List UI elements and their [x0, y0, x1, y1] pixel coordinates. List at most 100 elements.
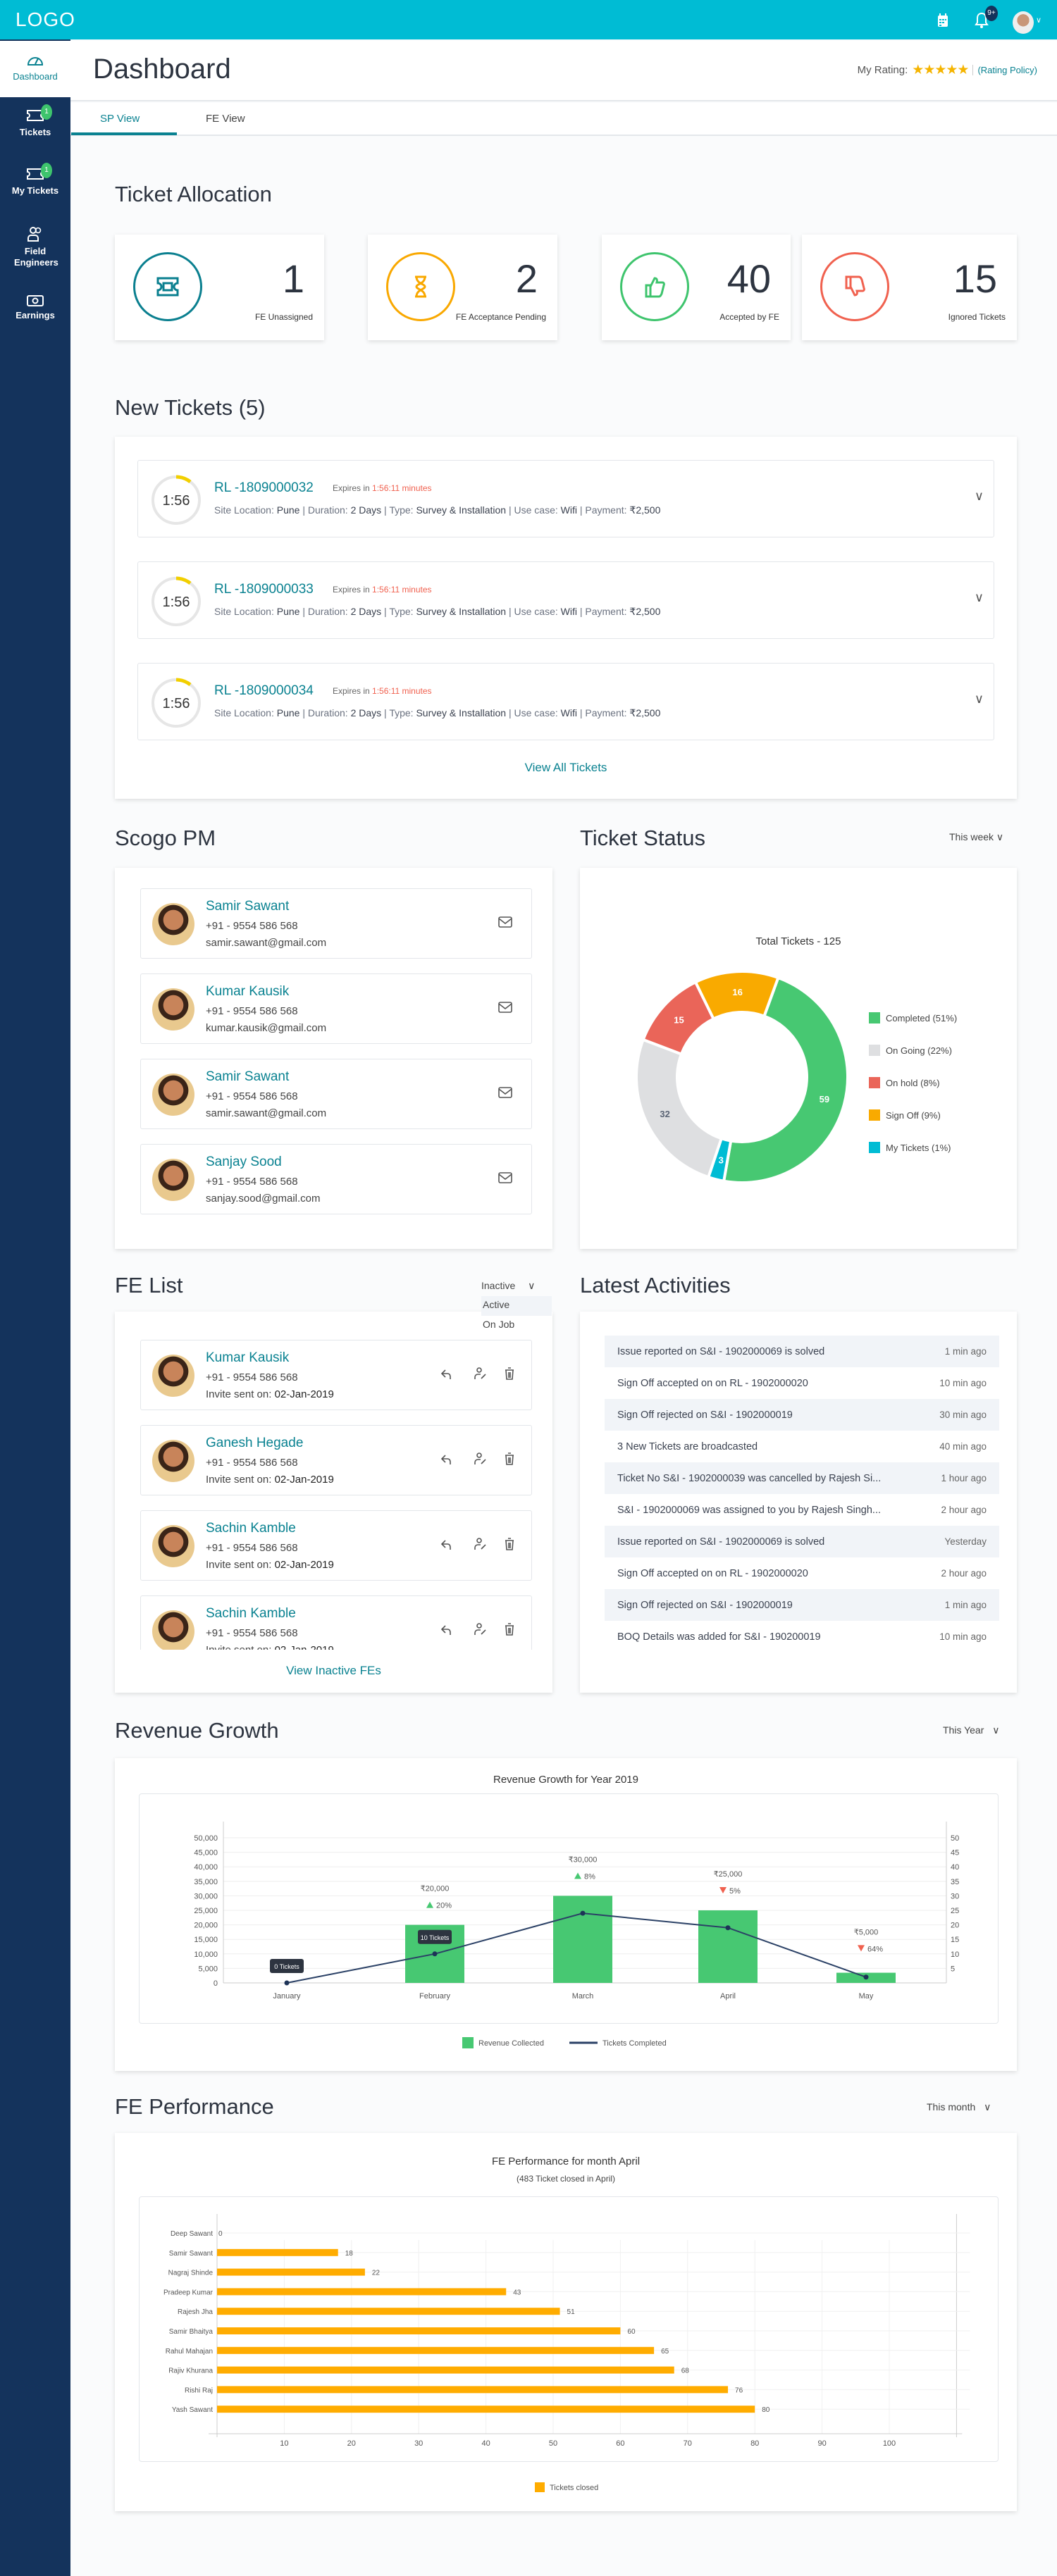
performance-bar[interactable] — [217, 2308, 560, 2315]
performance-bar[interactable] — [217, 2248, 338, 2256]
ticket-item[interactable]: 1:56 RL -1809000033 Expires in 1:56:11 m… — [137, 561, 994, 639]
user-avatar[interactable] — [1013, 11, 1034, 34]
activity-item[interactable]: Ticket No S&I - 1902000039 was cancelled… — [605, 1462, 999, 1494]
line-point[interactable] — [432, 1951, 438, 1957]
legend-label: My Tickets (1%) — [886, 1142, 951, 1153]
sidebar-item-earnings[interactable]: Earnings — [0, 290, 70, 332]
change-label: 20% — [436, 1902, 452, 1910]
resend-icon[interactable] — [439, 1451, 455, 1467]
change-label: 64% — [867, 1945, 883, 1953]
mail-icon[interactable] — [497, 1085, 513, 1100]
donut-slice-on-going[interactable] — [635, 1038, 724, 1179]
calendar-icon[interactable] — [936, 13, 950, 28]
activity-item[interactable]: Issue reported on S&I - 1902000069 is so… — [605, 1526, 999, 1557]
fe-name[interactable]: Sachin Kamble — [206, 1521, 296, 1536]
stat-card-accepted-by-fe[interactable]: 40 Accepted by FE — [602, 235, 791, 340]
assign-user-icon[interactable] — [472, 1622, 488, 1637]
sidebar-item-field-engineers[interactable]: Field Engineers — [0, 221, 70, 278]
resend-icon[interactable] — [439, 1366, 455, 1381]
revenue-bar[interactable] — [553, 1896, 612, 1983]
assign-user-icon[interactable] — [472, 1451, 488, 1467]
delete-icon[interactable] — [502, 1622, 517, 1637]
legend-item[interactable]: Completed (51%) — [869, 1012, 957, 1023]
logo[interactable]: LOGO — [16, 8, 75, 30]
ticket-detail-text: Wifi — [560, 707, 577, 718]
contact-name[interactable]: Kumar Kausik — [206, 984, 290, 999]
contact-name[interactable]: Samir Sawant — [206, 899, 290, 914]
fe-name[interactable]: Ganesh Hegade — [206, 1436, 304, 1450]
resend-icon[interactable] — [439, 1622, 455, 1637]
option-active[interactable]: Active — [481, 1296, 552, 1316]
performance-bar[interactable] — [217, 2288, 507, 2296]
fe-name[interactable]: Sachin Kamble — [206, 1606, 296, 1621]
sidebar-item-my-tickets[interactable]: 1 My Tickets — [0, 163, 70, 212]
expand-chevron-icon[interactable]: ∨ — [974, 692, 984, 706]
expand-chevron-icon[interactable]: ∨ — [974, 489, 984, 503]
sidebar-item-tickets[interactable]: 1 Tickets — [0, 104, 70, 154]
legend-item[interactable]: My Tickets (1%) — [869, 1142, 951, 1153]
chevron-down-icon[interactable]: ∨ — [1036, 16, 1042, 25]
ticket-status-filter[interactable]: This week ∨ — [949, 831, 1003, 843]
line-point[interactable] — [863, 1974, 869, 1980]
mail-icon[interactable] — [497, 1000, 513, 1015]
contact-name[interactable]: Samir Sawant — [206, 1069, 290, 1084]
donut-slice-sign-off[interactable] — [693, 970, 780, 1021]
legend-item[interactable]: Sign Off (9%) — [869, 1109, 941, 1121]
contact-name[interactable]: Sanjay Sood — [206, 1155, 282, 1169]
sidebar-item-dashboard[interactable]: Dashboard — [0, 41, 70, 97]
ticket-id[interactable]: RL -1809000033 — [214, 582, 314, 597]
fe-item: Sachin Kamble +91 - 9554 586 568 Invite … — [140, 1510, 532, 1581]
performance-bar[interactable] — [217, 2268, 365, 2276]
stat-card-fe-acceptance-pending[interactable]: 2 FE Acceptance Pending — [368, 235, 557, 340]
view-all-tickets-link[interactable]: View All Tickets — [524, 761, 607, 774]
legend-item[interactable]: On hold (8%) — [869, 1077, 940, 1088]
activity-item[interactable]: S&I - 1902000069 was assigned to you by … — [605, 1494, 999, 1526]
x-tick-label: 90 — [817, 2439, 826, 2448]
bell-icon[interactable] — [975, 12, 989, 30]
donut-slice-completed[interactable] — [722, 976, 849, 1184]
performance-bar[interactable] — [217, 2327, 621, 2334]
view-inactive-fes-link[interactable]: View Inactive FEs — [286, 1664, 381, 1677]
mail-icon[interactable] — [497, 1170, 513, 1186]
line-point[interactable] — [284, 1980, 290, 1986]
revenue-filter[interactable]: This Year ∨ — [943, 1724, 1000, 1736]
tab-fe-view[interactable]: FE View — [206, 113, 245, 125]
performance-bar[interactable] — [217, 2386, 729, 2394]
performance-bar[interactable] — [217, 2366, 674, 2374]
activity-item[interactable]: Sign Off rejected on S&I - 1902000019 30… — [605, 1399, 999, 1431]
ticket-id[interactable]: RL -1809000032 — [214, 480, 314, 495]
mail-icon[interactable] — [497, 914, 513, 930]
resend-icon[interactable] — [439, 1536, 455, 1552]
revenue-bar[interactable] — [698, 1910, 758, 1983]
option-on-job[interactable]: On Job — [483, 1319, 515, 1330]
expand-chevron-icon[interactable]: ∨ — [974, 590, 984, 604]
activity-item[interactable]: BOQ Details was added for S&I - 19020001… — [605, 1621, 999, 1653]
fe-list-scroll[interactable]: Kumar Kausik +91 - 9554 586 568 Invite s… — [115, 1326, 552, 1650]
assign-user-icon[interactable] — [472, 1366, 488, 1381]
ticket-id[interactable]: RL -1809000034 — [214, 683, 314, 698]
performance-bar[interactable] — [217, 2406, 755, 2413]
activity-item[interactable]: Issue reported on S&I - 1902000069 is so… — [605, 1336, 999, 1367]
bar-value-label: ₹20,000 — [421, 1885, 450, 1893]
delete-icon[interactable] — [502, 1451, 517, 1467]
line-point[interactable] — [580, 1910, 586, 1916]
assign-user-icon[interactable] — [472, 1536, 488, 1552]
fe-list-filter[interactable]: Inactive ∨ — [481, 1280, 552, 1292]
activity-item[interactable]: 3 New Tickets are broadcasted 40 min ago — [605, 1431, 999, 1462]
delete-icon[interactable] — [502, 1536, 517, 1552]
fe-name[interactable]: Kumar Kausik — [206, 1350, 290, 1365]
legend-item[interactable]: On Going (22%) — [869, 1045, 952, 1056]
rating-policy-link[interactable]: (Rating Policy) — [972, 65, 1037, 75]
performance-bar[interactable] — [217, 2346, 655, 2354]
activity-item[interactable]: Sign Off accepted on on RL - 1902000020 … — [605, 1367, 999, 1399]
activity-item[interactable]: Sign Off rejected on S&I - 1902000019 1 … — [605, 1589, 999, 1621]
line-point[interactable] — [725, 1925, 731, 1931]
ticket-item[interactable]: 1:56 RL -1809000032 Expires in 1:56:11 m… — [137, 460, 994, 537]
activity-item[interactable]: Sign Off accepted on on RL - 1902000020 … — [605, 1557, 999, 1589]
tab-sp-view[interactable]: SP View — [100, 113, 140, 125]
stat-card-fe-unassigned[interactable]: 1 FE Unassigned — [115, 235, 324, 340]
fe-performance-filter[interactable]: This month ∨ — [927, 2101, 991, 2113]
delete-icon[interactable] — [502, 1366, 517, 1381]
stat-card-ignored-tickets[interactable]: 15 Ignored Tickets — [802, 235, 1017, 340]
ticket-item[interactable]: 1:56 RL -1809000034 Expires in 1:56:11 m… — [137, 663, 994, 740]
